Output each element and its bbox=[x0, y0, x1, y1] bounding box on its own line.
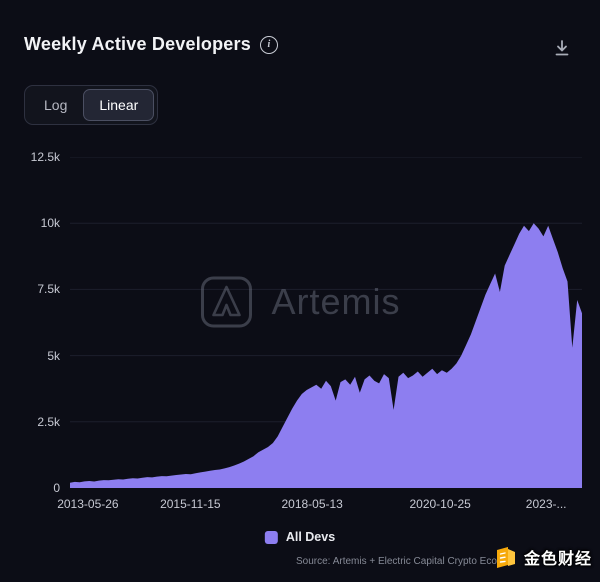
download-button[interactable] bbox=[552, 38, 572, 58]
toggle-linear[interactable]: Linear bbox=[83, 89, 155, 121]
x-axis-tick-label: 2015-11-15 bbox=[160, 497, 221, 511]
jinse-logo-icon bbox=[496, 547, 515, 568]
x-axis-tick-label: 2020-10-25 bbox=[409, 497, 471, 511]
info-icon[interactable]: i bbox=[259, 35, 278, 54]
y-axis-tick-label: 0 bbox=[53, 481, 60, 495]
all-devs-area-series bbox=[70, 223, 582, 488]
source-attribution: Source: Artemis + Electric Capital Crypt… bbox=[296, 556, 512, 567]
area-chart-svg bbox=[70, 157, 582, 488]
legend-swatch-all-devs bbox=[264, 530, 278, 544]
y-axis-tick-label: 7.5k bbox=[37, 282, 60, 297]
jinse-watermark: 金色财经 bbox=[494, 545, 592, 569]
download-icon bbox=[555, 40, 569, 56]
y-axis-tick-label: 10k bbox=[40, 216, 60, 231]
x-axis-tick-label: 2013-05-26 bbox=[57, 497, 119, 511]
x-axis-tick-label: 2018-05-13 bbox=[281, 497, 343, 511]
chart-header: Weekly Active Developers i bbox=[24, 34, 278, 55]
x-axis-tick-label: 2023-... bbox=[525, 497, 567, 511]
toggle-log[interactable]: Log bbox=[44, 97, 68, 113]
page-title: Weekly Active Developers bbox=[24, 34, 251, 54]
y-axis-tick-label: 2.5k bbox=[37, 414, 60, 429]
scale-toggle: Log Linear bbox=[24, 85, 159, 125]
y-axis-tick-label: 12.5k bbox=[30, 150, 60, 164]
jinse-watermark-text: 金色财经 bbox=[523, 551, 592, 568]
y-axis-tick-label: 5k bbox=[47, 348, 60, 363]
chart-legend: All Devs bbox=[264, 530, 336, 544]
legend-label-all-devs: All Devs bbox=[285, 530, 336, 544]
